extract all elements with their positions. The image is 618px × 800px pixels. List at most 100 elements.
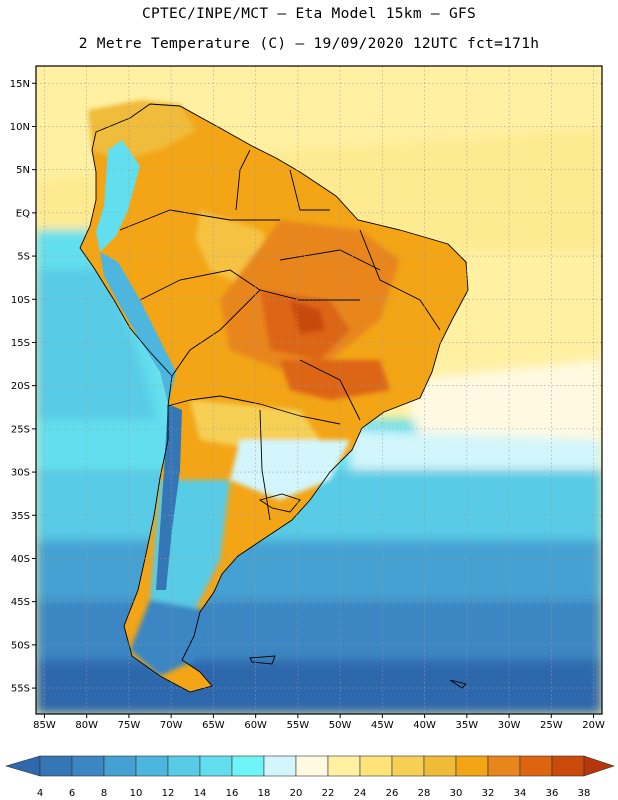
colorbar-swatch [519,755,553,777]
lon-label: 50W [329,720,352,731]
lake-outline [258,493,301,513]
map-area [36,66,602,714]
colorbar-swatch [455,755,489,777]
south-brazil-hot [280,360,390,400]
lon-label: 60W [244,720,267,731]
brazil-states [359,229,441,331]
colorbar-swatch [103,755,137,777]
lat-label: 15S [11,338,30,349]
colorbar-label: 38 [578,788,591,799]
colorbar-swatch [391,755,425,777]
lat-label: 5S [17,252,30,263]
colorbar-label: 12 [162,788,175,799]
colorbar-label: 24 [354,788,367,799]
map-frame [35,65,603,715]
lat-label: 35S [11,511,30,522]
lon-label: 35W [456,720,479,731]
lon-label: 75W [118,720,141,731]
longitude-labels: 85W 80W 75W 70W 65W 60W 55W 50W 45W 40W 35W 30W 25W 2… [33,714,605,731]
colorbar-swatch [423,755,457,777]
border-south [167,395,341,425]
colorbar-label: 26 [386,788,399,799]
lat-label: 15N [10,79,30,90]
coastline [79,103,469,693]
border-paraguay [299,359,361,421]
colorbar-swatch [135,755,169,777]
map-title: CPTEC/INPE/MCT – Eta Model 15km – GFS [141,6,477,22]
country-borders [79,103,469,693]
lat-label: 25S [11,424,30,435]
lon-label: 80W [75,720,98,731]
lon-label: 65W [202,720,225,731]
lon-label: 70W [160,720,183,731]
lat-label: 40S [11,554,30,565]
lat-label: 5N [16,165,30,176]
atlantic-light-patch [400,360,602,440]
colorbar-arrow-left [4,755,41,777]
colorbar-label: 18 [258,788,271,799]
colorbar-swatch [487,755,521,777]
colorbar-label: 10 [130,788,143,799]
south-georgia [449,679,467,689]
lat-label: 45S [11,597,30,608]
colorbar-swatch [263,755,297,777]
colorbar-swatch [231,755,265,777]
lat-label: 10N [10,122,30,133]
south-band-1 [36,540,602,600]
south-band-3 [36,660,602,714]
colorbar-label: 14 [194,788,207,799]
falklands [249,655,276,665]
pampas-pale [230,440,350,500]
lon-label: 85W [33,720,56,731]
lat-lon-grid [36,66,602,714]
andes-central [100,252,176,404]
lon-label: 55W [287,720,310,731]
lat-label: 55S [11,684,30,695]
brazil-hottest [290,300,325,334]
colorbar-label: 32 [482,788,495,799]
colorbar-label: 22 [322,788,335,799]
colorbar-arrow-right [583,755,615,777]
latitude-labels: 15N 10N 5N EQ 5S 10S 15S 20S 25S 30S 35S 40S 45S 50S 5… [10,79,36,695]
lon-label: 30W [498,720,521,731]
border-venezuela [235,149,251,211]
colorbar-swatch [39,755,73,777]
colorbar-swatch [551,755,585,777]
lat-label: 30S [11,468,30,479]
lon-label: 20W [582,720,605,731]
lon-label: 40W [413,720,436,731]
colorbar-label: 8 [101,788,107,799]
map-subtitle: 2 Metre Temperature (C) – 19/09/2020 12U… [78,36,540,52]
colorbar-label: 16 [226,788,239,799]
colorbar: 4 6 8 10 12 14 16 18 20 22 24 26 28 30 32 34 36 38 [4,755,615,799]
andes-north [96,140,140,252]
colorbar-swatch [199,755,233,777]
colorbar-swatch [71,755,105,777]
border-argentina [259,409,271,521]
lon-label: 25W [540,720,563,731]
lat-label: 10S [11,295,30,306]
colorbar-label: 36 [546,788,559,799]
border-peru [139,269,261,301]
lat-label: EQ [16,208,30,219]
tierra-del-fuego-cold [130,600,205,676]
border-colombia [119,209,280,231]
border-guianas [289,169,330,211]
colorbar-swatch [359,755,393,777]
border-brazil-west [171,289,360,377]
colorbar-label: 34 [514,788,527,799]
andes-south [156,404,182,590]
south-america-landmass [80,100,468,692]
atlantic-pale-band [350,430,602,470]
colorbar-label: 30 [450,788,463,799]
lon-label: 45W [371,720,394,731]
colorbar-label: 28 [418,788,431,799]
south-band-2 [36,600,602,660]
colorbar-swatch [295,755,329,777]
colorbar-label: 6 [69,788,75,799]
colorbar-swatch [167,755,201,777]
colorbar-label: 20 [290,788,303,799]
colorbar-label: 4 [37,788,43,799]
colorbar-swatch [327,755,361,777]
